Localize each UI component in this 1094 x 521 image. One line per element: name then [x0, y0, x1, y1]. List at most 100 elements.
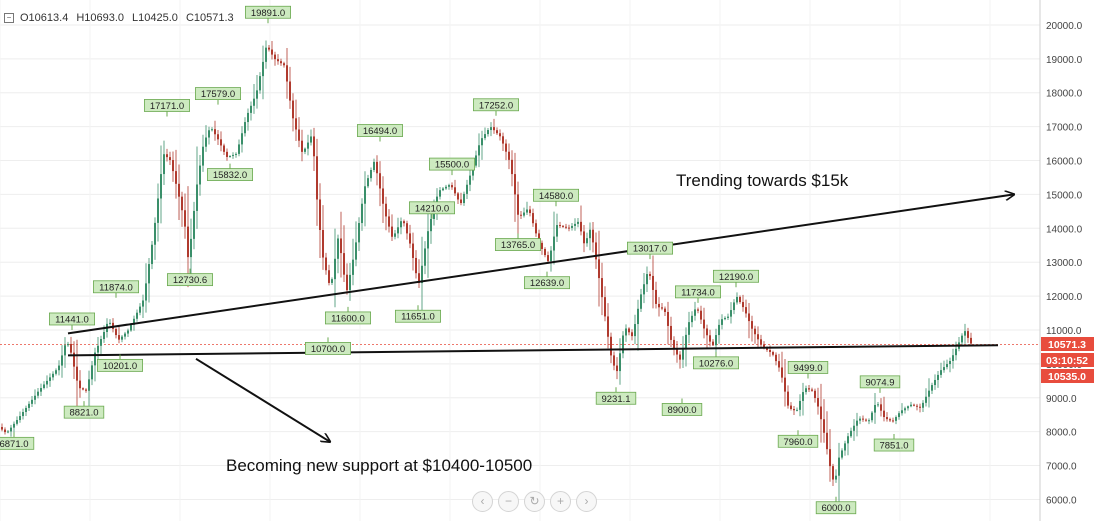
- candle-body: [934, 379, 936, 386]
- candle-body: [142, 300, 144, 307]
- reset-chart-button[interactable]: ↻: [524, 491, 545, 512]
- candle-body: [385, 203, 387, 217]
- price-label-text: 11874.0: [99, 282, 133, 293]
- candle-body: [103, 332, 105, 340]
- candle-body: [85, 389, 87, 391]
- candle-body: [196, 184, 198, 211]
- candle-body: [34, 395, 36, 400]
- price-label: 6871.0: [0, 432, 35, 450]
- candle-body: [94, 352, 96, 366]
- price-label-text: 14210.0: [415, 203, 449, 214]
- candle-body: [76, 366, 78, 381]
- candle-body: [658, 303, 660, 308]
- trendlines: [67, 194, 1014, 442]
- price-label: 11651.0: [394, 305, 441, 323]
- candle-body: [853, 425, 855, 431]
- candle-body: [19, 416, 21, 421]
- candle-body: [607, 316, 609, 337]
- candle-body: [904, 408, 906, 411]
- candle-body: [709, 335, 711, 342]
- price-label: 8900.0: [661, 398, 703, 416]
- y-tick-label: 7000.0: [1046, 462, 1077, 473]
- price-labels: 6871.0 11441.0 8821.0 11874.0 10201.0 17171.0…: [0, 5, 915, 514]
- candle-body: [238, 144, 240, 154]
- candle-body: [526, 209, 528, 213]
- candle-body: [388, 216, 390, 227]
- scroll-left-button[interactable]: ‹: [472, 491, 493, 512]
- candle-body: [592, 229, 594, 243]
- scroll-right-button[interactable]: ›: [576, 491, 597, 512]
- candle-body: [46, 380, 48, 385]
- zoom-out-button[interactable]: −: [498, 491, 519, 512]
- candle-body: [514, 174, 516, 195]
- candle-body: [40, 388, 42, 392]
- price-label: 9074.9: [859, 375, 901, 393]
- candle-body: [721, 319, 723, 325]
- candle-body: [499, 133, 501, 137]
- candle-body: [394, 233, 396, 237]
- candle-body: [694, 309, 696, 316]
- candle-body: [772, 352, 774, 355]
- price-label-text: 15500.0: [435, 160, 469, 171]
- candle-body: [880, 404, 882, 411]
- y-tick-label: 19000.0: [1046, 55, 1083, 66]
- collapse-toggle-icon[interactable]: −: [4, 13, 14, 23]
- candle-body: [91, 365, 93, 380]
- candle-body: [745, 307, 747, 314]
- chart-navigation: ‹ − ↻ + ›: [472, 491, 597, 512]
- candle-body: [166, 154, 168, 158]
- candle-body: [361, 203, 363, 224]
- candle-body: [799, 400, 801, 410]
- candle-body: [169, 157, 171, 161]
- candle-body: [640, 294, 642, 309]
- candle-body: [766, 347, 768, 350]
- candle-body: [145, 283, 147, 301]
- candle-body: [922, 402, 924, 408]
- candle-body: [757, 334, 759, 340]
- price-label: 19891.0: [244, 5, 291, 24]
- low-price-tag: 10535.0: [1048, 371, 1086, 383]
- candle-body: [820, 406, 822, 420]
- candle-body: [475, 155, 477, 166]
- candle-body: [541, 242, 543, 249]
- candle-body: [664, 308, 666, 312]
- price-axis[interactable]: [1039, 0, 1094, 521]
- candle-body: [463, 193, 465, 204]
- candle-body: [874, 404, 876, 413]
- candle-body: [418, 273, 420, 284]
- candle-body: [184, 210, 186, 227]
- candle-body: [781, 367, 783, 378]
- candle-body: [136, 312, 138, 319]
- candle-body: [1, 426, 3, 430]
- candle-body: [634, 324, 636, 337]
- price-label: 12190.0: [713, 269, 760, 288]
- candle-body: [877, 404, 879, 406]
- price-label: 12730.6: [166, 268, 213, 286]
- trendline: [195, 357, 330, 442]
- price-label-text: 6871.0: [0, 439, 29, 450]
- candle-body: [280, 61, 282, 64]
- candle-body: [580, 221, 582, 232]
- candle-body: [379, 173, 381, 189]
- candle-body: [646, 274, 648, 285]
- candle-body: [424, 248, 426, 266]
- candle-body: [121, 336, 123, 340]
- price-label: 14210.0: [408, 201, 455, 219]
- price-label: 11734.0: [675, 285, 722, 303]
- candle-body: [712, 341, 714, 346]
- candle-body: [613, 355, 615, 366]
- candle-body: [562, 225, 564, 227]
- low-value: L10425.0: [132, 12, 178, 24]
- price-label-text: 16494.0: [363, 126, 397, 137]
- candle-body: [481, 138, 483, 146]
- candle-body: [358, 223, 360, 243]
- candle-body: [631, 332, 633, 337]
- candle-body: [643, 284, 645, 295]
- zoom-in-button[interactable]: +: [550, 491, 571, 512]
- last-price-tag: 10571.3: [1048, 339, 1086, 351]
- candle-body: [763, 344, 765, 348]
- candle-body: [43, 384, 45, 389]
- candle-body: [619, 353, 621, 372]
- candle-body: [811, 389, 813, 391]
